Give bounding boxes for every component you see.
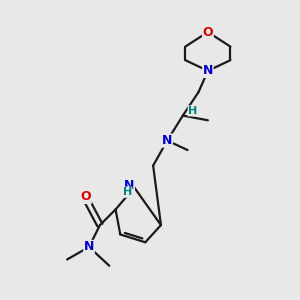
Text: N: N (203, 64, 213, 77)
Text: O: O (202, 26, 213, 38)
Text: N: N (162, 134, 172, 147)
Text: N: N (84, 241, 94, 254)
Text: H: H (188, 106, 197, 116)
Text: H: H (123, 187, 132, 197)
Text: N: N (124, 178, 134, 191)
Text: O: O (81, 190, 91, 203)
